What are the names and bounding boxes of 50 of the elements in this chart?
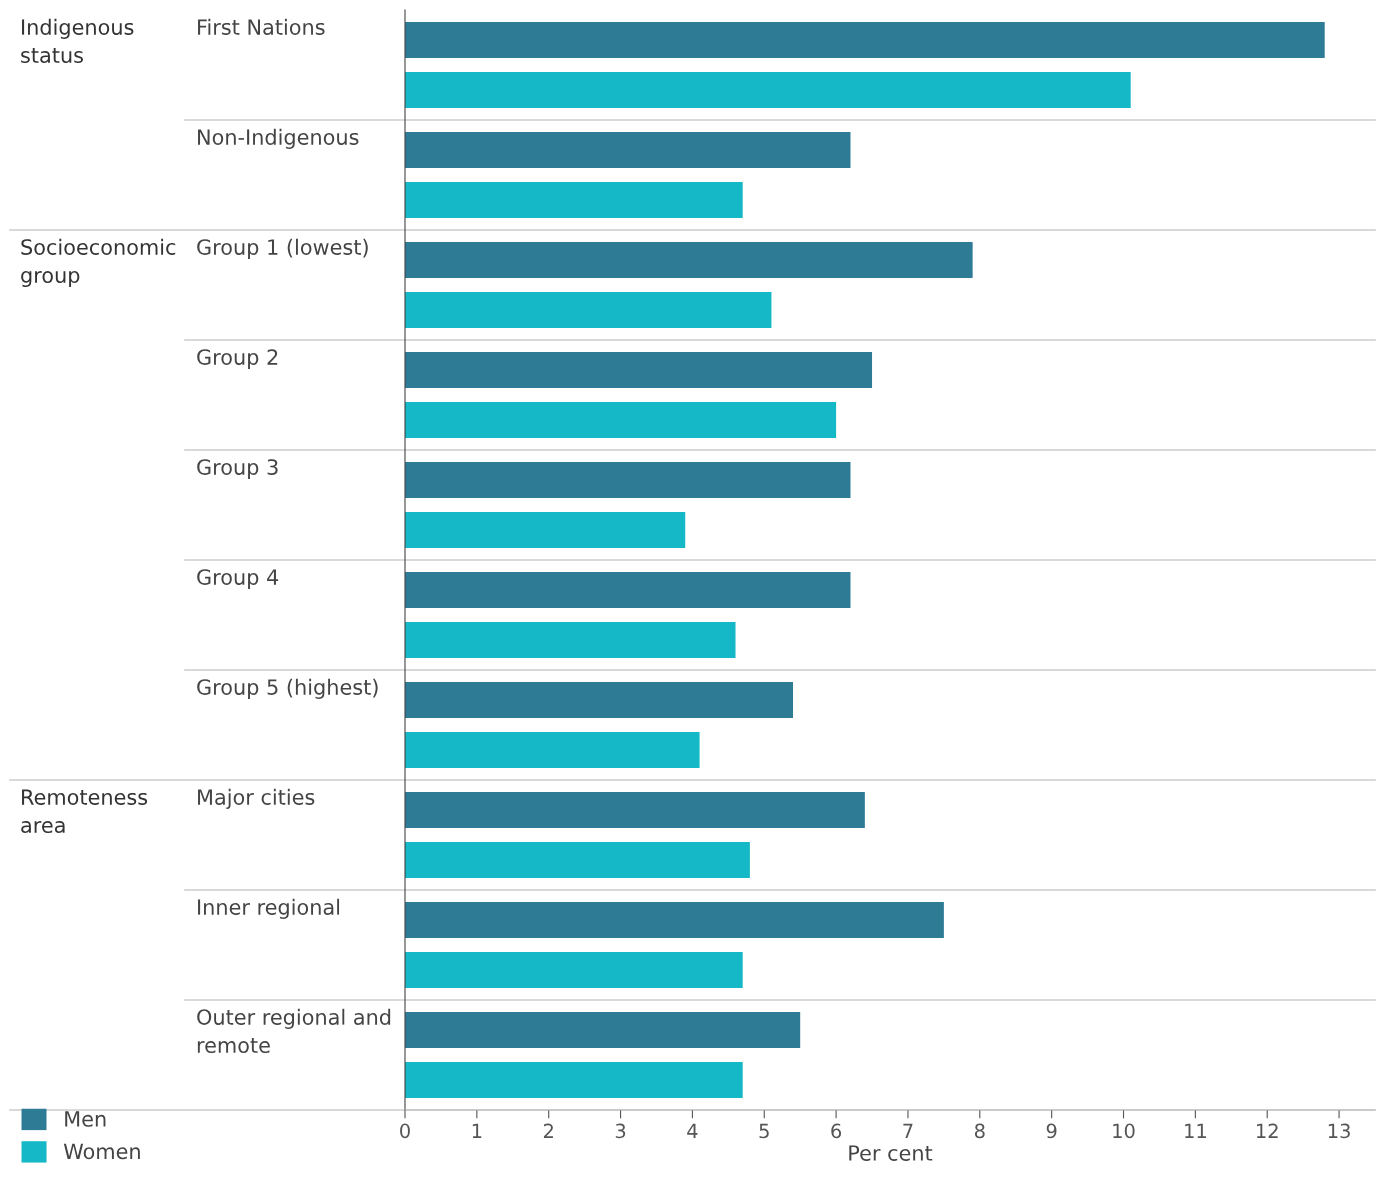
y-tick-label: Non-Indigenous bbox=[198, 128, 359, 149]
bar bbox=[405, 352, 873, 388]
bar bbox=[405, 902, 944, 938]
bar bbox=[405, 1062, 743, 1098]
bar bbox=[405, 182, 743, 218]
x-tick-label: 0 bbox=[400, 1123, 410, 1139]
bar bbox=[405, 842, 750, 878]
bar bbox=[405, 292, 772, 328]
bar bbox=[405, 682, 793, 718]
x-tick-label: 12 bbox=[1256, 1123, 1278, 1138]
x-tick-label: 1 bbox=[472, 1123, 482, 1138]
bar bbox=[405, 622, 736, 658]
x-tick-label: 10 bbox=[1113, 1123, 1135, 1139]
y-tick-label: Major cities bbox=[198, 788, 315, 809]
y-tick-label: Group 5 (highest) bbox=[197, 678, 378, 699]
y-tick-label: Group 1 (lowest) bbox=[197, 238, 368, 259]
x-tick-label: 4 bbox=[687, 1123, 698, 1138]
text: Indigenous status bbox=[21, 18, 134, 63]
x-tick-label: 8 bbox=[974, 1123, 985, 1139]
y-tick-label: Inner regional bbox=[198, 898, 340, 919]
legend-label: Women bbox=[63, 1143, 140, 1160]
bar bbox=[405, 952, 743, 988]
y-tick-label: Group 2 bbox=[197, 349, 278, 369]
y-tick-label: Group 3 bbox=[197, 459, 278, 479]
bar bbox=[405, 242, 973, 278]
bar bbox=[405, 22, 1325, 58]
bar bbox=[405, 1012, 801, 1048]
x-tick-label: 9 bbox=[1046, 1123, 1057, 1139]
y-tick-label: Group 4 bbox=[197, 569, 279, 589]
bar bbox=[405, 732, 700, 768]
text: Socioeconomic group bbox=[21, 238, 176, 288]
x-tick-label: 13 bbox=[1328, 1123, 1350, 1139]
y-tick-label: Outer regional and remote bbox=[197, 1008, 391, 1053]
x-tick-label: 11 bbox=[1185, 1123, 1206, 1138]
bar bbox=[405, 792, 865, 828]
bar bbox=[405, 462, 851, 498]
x-tick-label: 2 bbox=[543, 1123, 553, 1138]
bar bbox=[405, 402, 837, 438]
x-tick-label: 5 bbox=[759, 1123, 769, 1139]
bar bbox=[405, 132, 851, 168]
x-tick-label: 7 bbox=[903, 1123, 913, 1138]
x-axis-title: Per cent bbox=[849, 1145, 933, 1161]
text: Remoteness area bbox=[21, 789, 148, 833]
x-tick-label: 6 bbox=[831, 1123, 842, 1139]
x-tick-label: 3 bbox=[615, 1123, 626, 1139]
bar bbox=[405, 72, 1131, 108]
legend-label: Men bbox=[65, 1111, 106, 1127]
y-tick-label: First Nations bbox=[198, 18, 325, 35]
bar bbox=[405, 512, 686, 548]
bar bbox=[405, 572, 851, 608]
